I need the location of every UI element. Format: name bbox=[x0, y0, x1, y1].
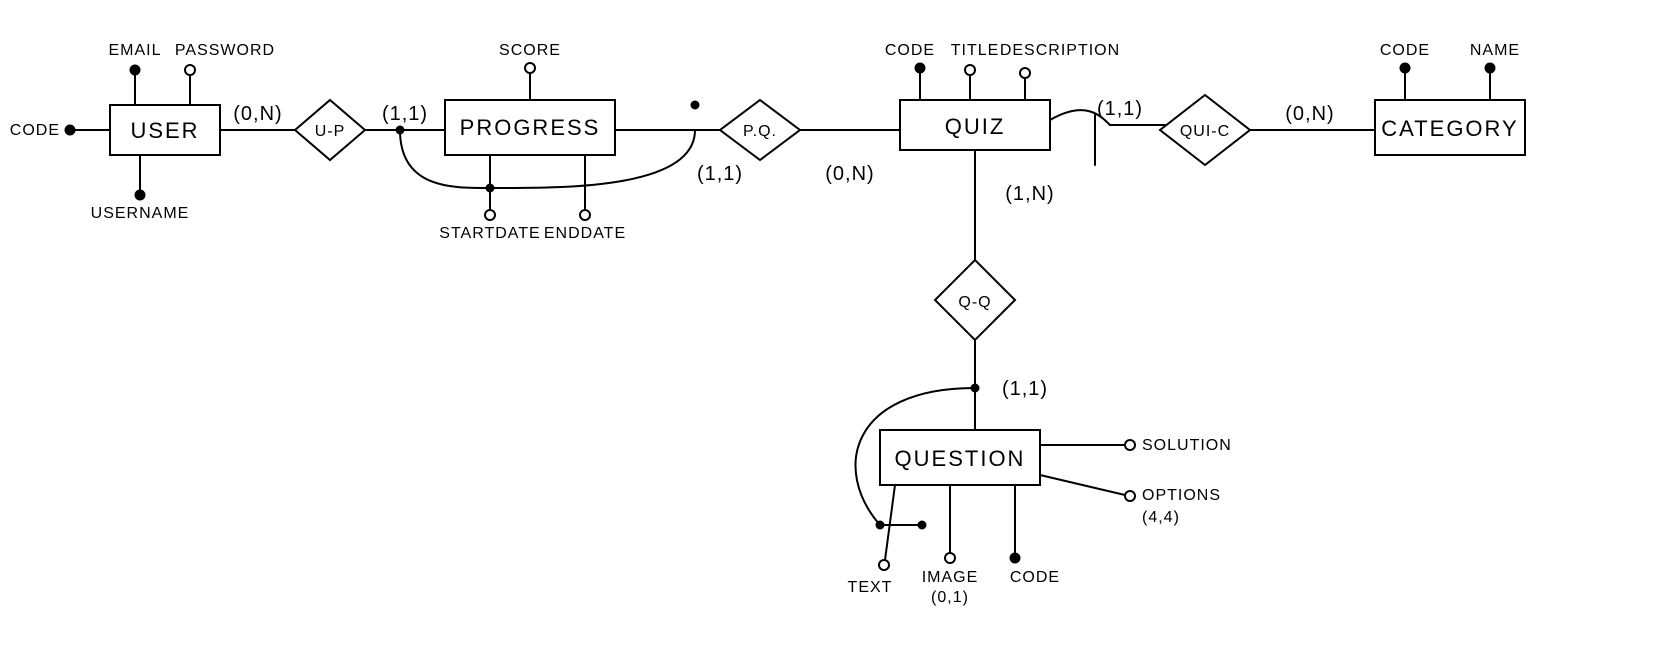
attr-category-code: CODE bbox=[1380, 42, 1430, 59]
attr-progress-enddate: ENDDATE bbox=[544, 225, 626, 242]
entity-user: USER CODE EMAIL PASSWORD USERNAME bbox=[10, 42, 275, 222]
relationship-quic: QUI-C (1,1) (0,N) bbox=[1050, 95, 1375, 165]
quiz-code-marker bbox=[915, 63, 925, 73]
attr-question-options: OPTIONS bbox=[1142, 487, 1221, 504]
attr-user-code: CODE bbox=[10, 122, 60, 139]
attr-user-password: PASSWORD bbox=[175, 42, 275, 59]
entity-category-label: CATEGORY bbox=[1381, 116, 1518, 141]
attr-quiz-description: DESCRIPTION bbox=[1000, 42, 1120, 59]
progress-startdate-marker bbox=[485, 210, 495, 220]
user-code-marker bbox=[65, 125, 75, 135]
attr-question-text: TEXT bbox=[848, 579, 893, 596]
entity-progress-label: PROGRESS bbox=[460, 115, 601, 140]
user-password-marker bbox=[185, 65, 195, 75]
attr-category-name: NAME bbox=[1470, 42, 1520, 59]
question-options-marker bbox=[1125, 491, 1135, 501]
entity-question-label: QUESTION bbox=[895, 446, 1026, 471]
card-quiz-qq: (1,N) bbox=[1005, 183, 1054, 205]
attr-progress-startdate: STARTDATE bbox=[439, 225, 540, 242]
er-diagram: USER CODE EMAIL PASSWORD USERNAME U-P (0… bbox=[0, 0, 1656, 650]
question-code-marker bbox=[1010, 553, 1020, 563]
quiz-title-marker bbox=[965, 65, 975, 75]
question-image-marker bbox=[945, 553, 955, 563]
question-solution-marker bbox=[1125, 440, 1135, 450]
attr-question-code: CODE bbox=[1010, 569, 1060, 586]
entity-category: CATEGORY CODE NAME bbox=[1375, 42, 1525, 155]
attr-user-username: USERNAME bbox=[91, 205, 190, 222]
card-question-options: (4,4) bbox=[1142, 509, 1180, 526]
attr-question-image: IMAGE bbox=[922, 569, 979, 586]
relationship-up-label: U-P bbox=[315, 123, 346, 140]
quiz-desc-marker bbox=[1020, 68, 1030, 78]
user-username-marker bbox=[135, 190, 145, 200]
attr-user-email: EMAIL bbox=[108, 42, 161, 59]
card-up-progress: (1,1) bbox=[382, 103, 428, 125]
relationship-pq-label: P.Q. bbox=[743, 123, 777, 140]
relationship-quic-label: QUI-C bbox=[1180, 123, 1230, 140]
attr-progress-score: SCORE bbox=[499, 42, 561, 59]
progress-enddate-marker bbox=[580, 210, 590, 220]
card-quiz-quic: (1,1) bbox=[1097, 98, 1143, 120]
user-email-marker bbox=[130, 65, 140, 75]
card-quic-category: (0,N) bbox=[1285, 103, 1334, 125]
entity-progress: PROGRESS SCORE STARTDATE ENDDATE bbox=[400, 42, 699, 242]
card-pq-quiz: (0,N) bbox=[825, 163, 874, 185]
entity-user-label: USER bbox=[130, 118, 199, 143]
question-text-marker bbox=[879, 560, 889, 570]
attr-quiz-title: TITLE bbox=[951, 42, 1000, 59]
attr-quiz-code: CODE bbox=[885, 42, 935, 59]
entity-quiz: QUIZ CODE TITLE DESCRIPTION bbox=[885, 42, 1120, 150]
entity-quiz-label: QUIZ bbox=[945, 114, 1006, 139]
card-progress-pq: (1,1) bbox=[697, 163, 743, 185]
category-name-marker bbox=[1485, 63, 1495, 73]
relationship-up: U-P (0,N) (1,1) bbox=[220, 100, 445, 160]
entity-question: QUESTION SOLUTION OPTIONS (4,4) CODE IMA… bbox=[848, 388, 1232, 606]
card-qq-question: (1,1) bbox=[1002, 378, 1048, 400]
progress-score-marker bbox=[525, 63, 535, 73]
category-code-marker bbox=[1400, 63, 1410, 73]
attr-question-solution: SOLUTION bbox=[1142, 437, 1232, 454]
card-user-up: (0,N) bbox=[233, 103, 282, 125]
card-question-image: (0,1) bbox=[931, 589, 969, 606]
relationship-qq-label: Q-Q bbox=[958, 294, 991, 311]
